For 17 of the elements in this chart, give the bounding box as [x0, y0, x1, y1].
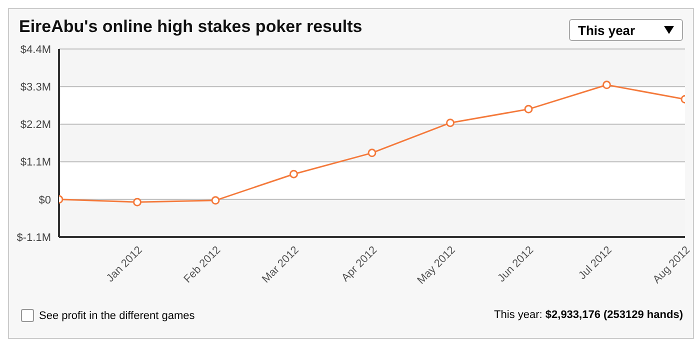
text: See profit in the different games: [39, 310, 195, 322]
point: [524, 104, 533, 114]
point: [368, 148, 376, 158]
y-tick-label: $3.3M: [20, 82, 51, 94]
chart-title: EireAbu's online high stakes poker results: [19, 17, 362, 37]
point: [211, 196, 220, 205]
y-tick-label: $1.1M: [20, 156, 51, 169]
y-tick-label: $0: [38, 194, 51, 206]
y-tick-label: $-1.1M: [16, 232, 51, 244]
point: [446, 118, 454, 128]
y-tick-label: $4.4M: [20, 44, 51, 56]
period-dropdown: This year: [569, 19, 683, 41]
point: [133, 198, 142, 206]
point: [602, 80, 611, 90]
y-tick-label: $2.2M: [20, 119, 51, 132]
point: [290, 170, 298, 178]
text: This year: $2,933,176 (253129 hands): [494, 309, 683, 321]
